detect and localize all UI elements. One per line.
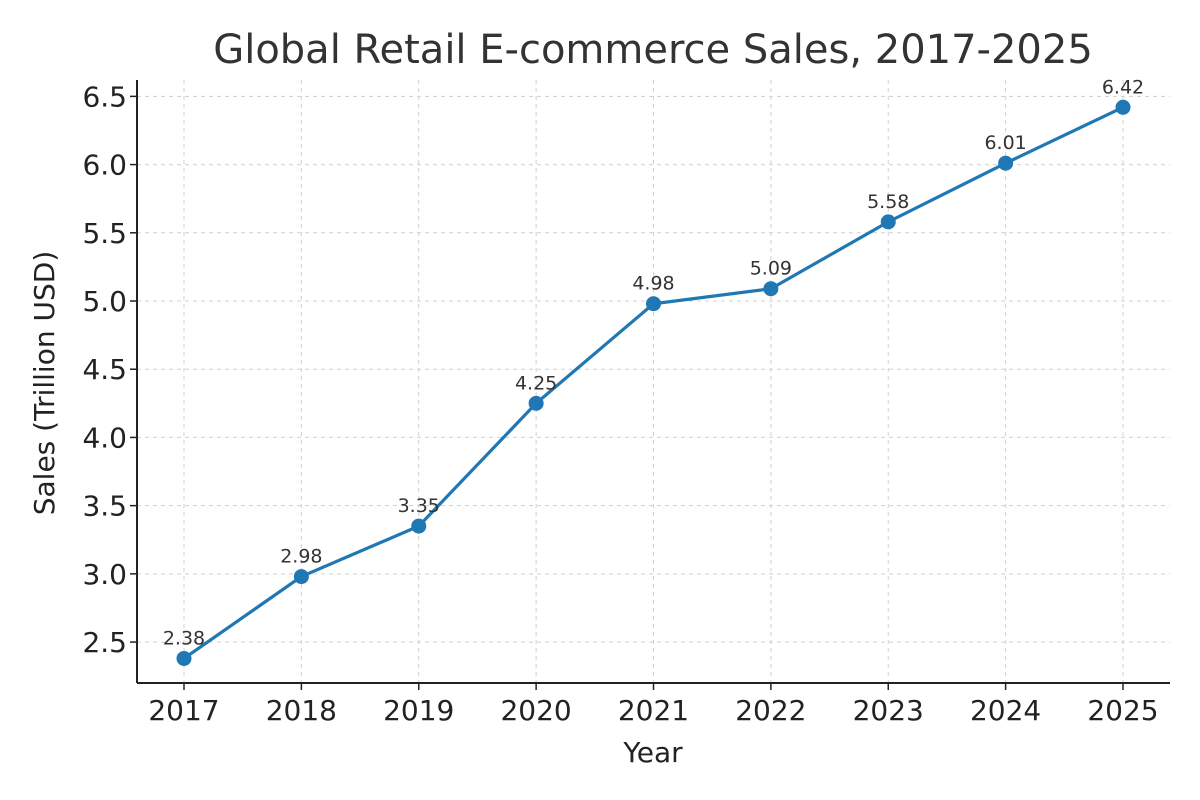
data-point: [528, 395, 544, 411]
x-tick-label: 2017: [148, 694, 219, 727]
y-tick-label: 5.0: [82, 285, 127, 318]
series-line: [183, 105, 1124, 660]
data-label: 6.42: [1102, 76, 1144, 98]
x-tick-label: 2019: [383, 694, 454, 727]
y-tick-label: 5.5: [82, 217, 127, 250]
y-axis-label: Sales (Trillion USD): [28, 251, 61, 516]
x-tick-label: 2023: [853, 694, 924, 727]
data-point: [293, 569, 309, 585]
grid-layer: [137, 80, 1170, 683]
x-tick-label: 2025: [1087, 694, 1158, 727]
y-tick-label: 4.5: [82, 353, 127, 386]
data-label: 4.25: [515, 372, 557, 394]
x-tick-label: 2021: [618, 694, 689, 727]
data-label: 3.35: [398, 495, 440, 517]
data-point: [998, 155, 1014, 171]
data-label: 4.98: [632, 273, 674, 295]
x-tick-label: 2022: [735, 694, 806, 727]
x-axis-label: Year: [622, 736, 683, 769]
points-layer: [176, 99, 1131, 666]
data-label: 5.09: [750, 258, 792, 280]
series-layer: [183, 105, 1124, 660]
y-tick-label: 2.5: [82, 626, 127, 659]
data-label: 6.01: [984, 132, 1026, 154]
y-tick-label: 3.0: [82, 558, 127, 591]
data-label: 5.58: [867, 191, 909, 213]
y-tick-label: 6.0: [82, 149, 127, 182]
x-tick-label: 2018: [266, 694, 337, 727]
data-point: [646, 296, 661, 312]
y-tick-label: 4.0: [82, 421, 127, 454]
data-label: 2.38: [163, 627, 205, 649]
data-point: [411, 518, 427, 534]
y-tick-label: 6.5: [82, 80, 127, 113]
data-point: [1115, 99, 1131, 115]
ticks-layer: 2017 2018 2019 2020 2021 2022 2023 2024 2025 2.5 3…: [82, 80, 1158, 727]
data-label: 2.98: [280, 546, 322, 568]
data-labels-layer: 2.38 2.98 3.35 4.25 4.98 5.09 5.58 6.01 6.42: [163, 76, 1144, 649]
data-point: [176, 650, 192, 666]
x-tick-label: 2020: [500, 694, 571, 727]
y-tick-label: 3.5: [82, 490, 127, 523]
chart-title: Global Retail E-commerce Sales, 2017-202…: [213, 27, 1093, 73]
data-point: [763, 281, 779, 297]
x-tick-label: 2024: [970, 694, 1041, 727]
data-point: [880, 214, 896, 230]
